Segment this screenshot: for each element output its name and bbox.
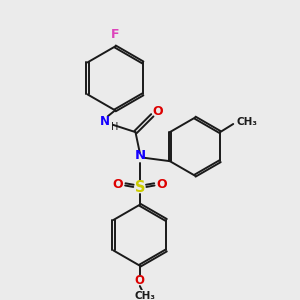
Text: N: N	[134, 149, 146, 162]
Text: S: S	[135, 180, 145, 195]
Text: H: H	[111, 122, 118, 132]
Text: N: N	[99, 116, 110, 128]
Text: O: O	[152, 105, 163, 118]
Text: O: O	[135, 274, 145, 287]
Text: F: F	[111, 28, 119, 41]
Text: O: O	[156, 178, 167, 191]
Text: O: O	[113, 178, 123, 191]
Text: CH₃: CH₃	[236, 117, 257, 127]
Text: CH₃: CH₃	[135, 291, 156, 300]
